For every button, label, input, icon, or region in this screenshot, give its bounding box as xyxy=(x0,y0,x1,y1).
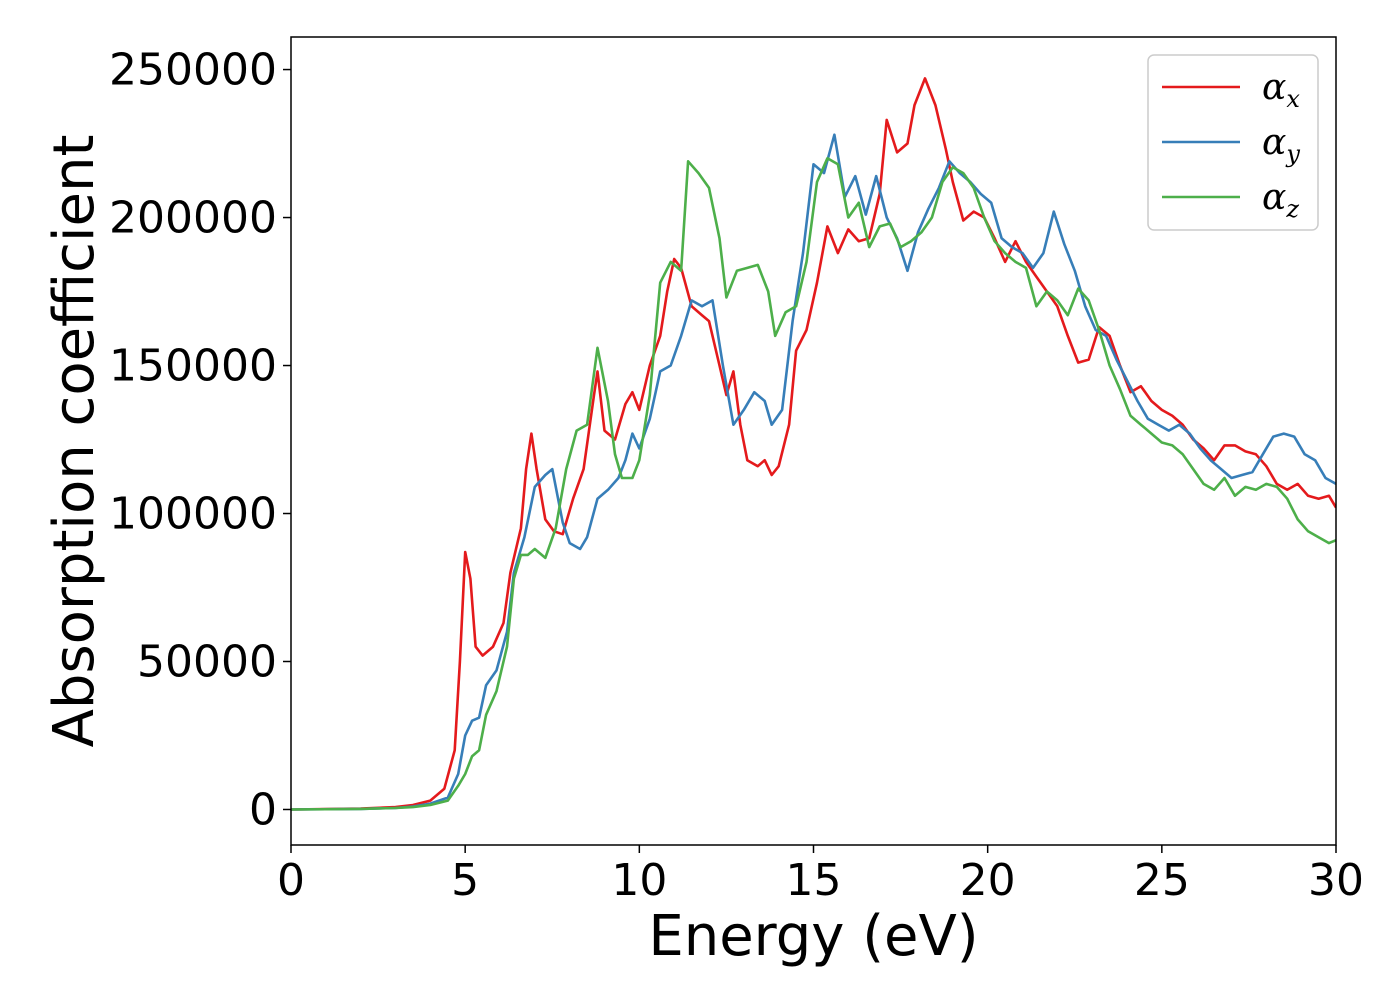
legend-label-y: αy xyxy=(1262,122,1300,168)
x-tick-label: 15 xyxy=(786,855,842,906)
y-axis-label: Absorption coefficient xyxy=(42,135,107,748)
x-tick-label: 5 xyxy=(451,855,479,906)
y-tick-label: 250000 xyxy=(109,45,277,96)
legend: αx αy αz xyxy=(1147,54,1319,231)
ticks-layer: 0 5 10 15 20 25 30 0 50000 100000 150000 200000 2500… xyxy=(109,45,1364,906)
x-tick-label: 10 xyxy=(611,855,667,906)
series-layer xyxy=(291,77,1336,811)
legend-label-z: αz xyxy=(1262,177,1299,223)
x-axis-label: Energy (eV) xyxy=(648,904,978,969)
series-line-x xyxy=(291,77,1336,811)
y-tick-label: 0 xyxy=(249,784,277,835)
y-tick-label: 50000 xyxy=(137,636,277,687)
legend-label-x: αx xyxy=(1262,67,1300,113)
series-line-y xyxy=(291,133,1336,811)
x-tick-label: 0 xyxy=(277,855,305,906)
series-line-z xyxy=(291,157,1336,811)
x-tick-label: 25 xyxy=(1134,855,1190,906)
y-tick-label: 150000 xyxy=(109,341,277,392)
y-tick-label: 200000 xyxy=(109,193,277,244)
x-tick-label: 30 xyxy=(1308,855,1364,906)
y-tick-label: 100000 xyxy=(109,489,277,540)
x-tick-label: 20 xyxy=(960,855,1016,906)
